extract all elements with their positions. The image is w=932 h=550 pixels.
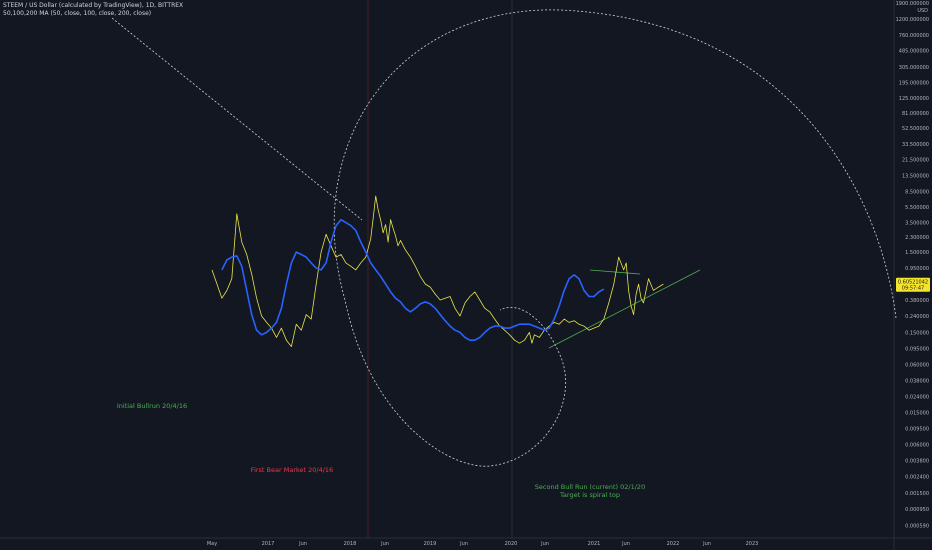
- y-tick-label: 0.095000: [905, 346, 929, 352]
- y-tick-label: 3.500000: [905, 221, 929, 227]
- chart-annotation: Second Bull Run (current) 02/1/20: [535, 483, 645, 491]
- x-tick-label: Jun: [380, 541, 389, 547]
- price-series-line: [211, 195, 664, 347]
- x-tick-label: Jun: [540, 541, 549, 547]
- indicator-title[interactable]: 50,100,200 MA (50, close, 100, close, 20…: [3, 10, 152, 17]
- current-price-label: 0.60521042: [898, 279, 928, 285]
- y-tick-label: 1900.000000: [896, 1, 929, 7]
- chart-annotation: Target is spiral top: [559, 491, 620, 499]
- y-tick-label: 2.300000: [905, 235, 929, 241]
- y-tick-label: 0.015000: [905, 411, 929, 417]
- x-tick-label: 2023: [746, 541, 759, 547]
- x-tick-label: Jun: [298, 541, 307, 547]
- y-tick-label: 485.000000: [899, 49, 929, 55]
- x-tick-label: Jun: [702, 541, 711, 547]
- y-tick-label: 0.380000: [905, 298, 929, 304]
- y-tick-label: 0.240000: [905, 314, 929, 320]
- y-tick-label: 13.500000: [902, 174, 929, 180]
- x-tick-label: May: [207, 541, 217, 547]
- drawings-layer: [111, 9, 897, 467]
- y-tick-label: 0.000950: [905, 507, 929, 513]
- y-tick-label: 33.500000: [902, 142, 929, 148]
- support-trendline: [548, 269, 701, 349]
- resistance-trendline: [589, 269, 641, 275]
- y-tick-label: 0.002400: [905, 475, 929, 481]
- y-tick-label: 81.000000: [902, 111, 929, 117]
- annotations-layer: Initial Bullrun 20/4/16 First Bear Market…: [117, 402, 645, 499]
- x-tick-label: Jun: [621, 541, 630, 547]
- moving-average-line: [221, 218, 605, 341]
- y-tick-label: 0.001500: [905, 491, 929, 497]
- y-tick-label: 0.009500: [905, 427, 929, 433]
- y-tick-label: 0.038000: [905, 378, 929, 384]
- chart-legend[interactable]: STEEM / US Dollar (calculated by Trading…: [3, 2, 183, 18]
- y-tick-label: 0.950000: [905, 266, 929, 272]
- chart-annotation: First Bear Market 20/4/16: [251, 466, 333, 474]
- y-tick-label: 125.000000: [899, 96, 929, 102]
- x-tick-label: 2021: [588, 541, 601, 547]
- y-tick-label: 0.006000: [905, 443, 929, 449]
- x-axis[interactable]: May 2017 Jun 2018 Jun 2019 Jun 2020 Jun 2021 Jun 20…: [207, 541, 759, 547]
- y-tick-label: 8.500000: [905, 190, 929, 196]
- y-tick-label: 760.000000: [899, 33, 929, 39]
- dashed-trendline: [111, 17, 363, 221]
- x-tick-label: 2018: [344, 541, 357, 547]
- x-tick-label: 2017: [262, 541, 275, 547]
- y-tick-label: 305.000000: [899, 65, 929, 71]
- y-tick-label: 0.003800: [905, 459, 929, 465]
- y-tick-label: 0.150000: [905, 330, 929, 336]
- symbol-title[interactable]: STEEM / US Dollar (calculated by Trading…: [3, 2, 184, 9]
- countdown-label: 09:57:47: [902, 285, 924, 291]
- y-tick-label: 0.060000: [905, 362, 929, 368]
- x-tick-label: 2019: [424, 541, 437, 547]
- y-tick-label: 0.000590: [905, 524, 929, 530]
- chart-annotation: Initial Bullrun 20/4/16: [117, 402, 187, 410]
- y-tick-label: 0.024000: [905, 394, 929, 400]
- x-tick-label: Jun: [459, 541, 468, 547]
- y-tick-label: 1200.000000: [896, 17, 929, 23]
- y-unit-label: USD: [917, 8, 928, 14]
- y-tick-label: 1.500000: [905, 250, 929, 256]
- x-tick-label: 2020: [505, 541, 518, 547]
- spiral-arc: [333, 9, 897, 467]
- y-tick-label: 52.500000: [902, 126, 929, 132]
- y-tick-label: 195.000000: [899, 80, 929, 86]
- y-tick-label: 5.500000: [905, 205, 929, 211]
- price-badge-box: [896, 277, 930, 292]
- y-axis[interactable]: 1900.000000 1200.000000 760.000000 485.0000…: [896, 1, 929, 530]
- x-tick-label: 2022: [667, 541, 680, 547]
- y-tick-label: 21.500000: [902, 157, 929, 163]
- series-layer: [211, 195, 664, 347]
